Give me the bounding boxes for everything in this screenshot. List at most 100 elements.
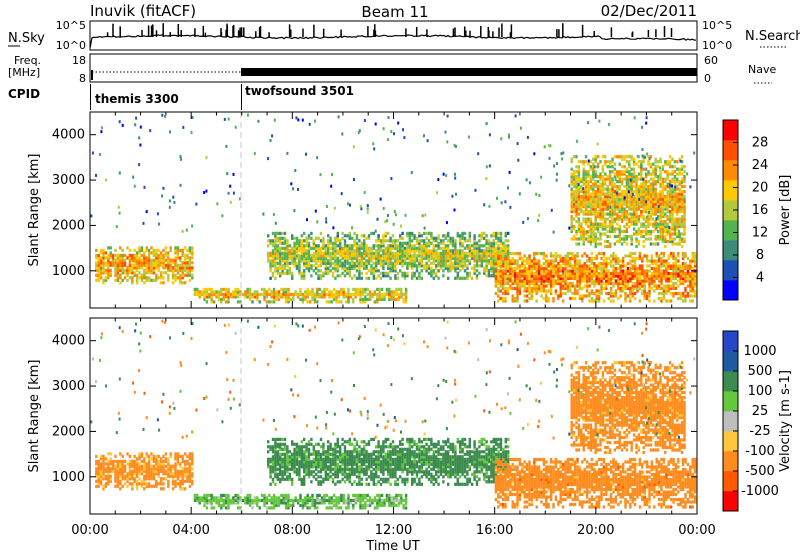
power-cell	[430, 269, 433, 273]
power-cell	[655, 266, 658, 271]
power-cell	[660, 251, 663, 256]
power-cell	[654, 165, 657, 169]
power-cell	[444, 266, 447, 270]
power-cell	[636, 286, 639, 291]
power-cell	[183, 281, 187, 285]
power-cell	[328, 295, 331, 299]
noise-tick-right-bottom: 10^0	[702, 39, 732, 52]
power-cell	[609, 274, 613, 278]
power-cell	[621, 269, 625, 273]
power-cell	[640, 229, 643, 234]
power-cell	[693, 294, 697, 298]
power-cell	[360, 256, 363, 260]
power-cell	[145, 246, 148, 250]
power-cell	[310, 246, 313, 250]
power-cell	[162, 266, 165, 270]
power-cell	[167, 266, 170, 270]
power-cell	[404, 295, 408, 299]
power-cell	[176, 271, 180, 275]
power-cell	[365, 236, 368, 240]
power-cell	[157, 268, 160, 272]
power-cell	[676, 210, 679, 214]
power-cell	[188, 271, 192, 275]
power-cell	[253, 152, 256, 156]
power-cell	[271, 261, 275, 265]
power-cell	[312, 239, 315, 243]
power-cell	[659, 215, 662, 219]
power-cell	[169, 248, 172, 252]
power-cell	[525, 289, 529, 293]
power-cell	[155, 278, 158, 282]
power-cell	[344, 300, 348, 304]
power-cell	[641, 274, 644, 278]
power-cell	[671, 187, 674, 191]
power-cell	[379, 276, 383, 280]
power-cell	[602, 254, 606, 258]
power-cell	[227, 287, 230, 291]
power-cell	[518, 284, 522, 288]
power-cell	[641, 279, 644, 283]
power-cell	[191, 248, 194, 252]
power-cell	[159, 261, 163, 265]
power-cell	[691, 271, 694, 276]
power-cell	[618, 170, 621, 174]
power-cell	[128, 268, 132, 272]
power-cell	[300, 239, 303, 243]
power-cell	[346, 259, 349, 263]
power-cell	[483, 259, 486, 263]
power-cell	[613, 167, 617, 171]
power-cell	[647, 172, 650, 176]
power-cell	[359, 297, 362, 301]
power-cell	[619, 259, 622, 263]
power-cell	[406, 266, 409, 270]
power-cell	[300, 254, 303, 258]
power-cell	[625, 227, 629, 231]
power-cell	[593, 299, 596, 303]
power-cell	[155, 276, 158, 280]
power-cell	[516, 291, 519, 296]
power-cell	[566, 256, 570, 261]
power-cell	[653, 271, 656, 276]
power-cell	[374, 122, 377, 126]
power-cell	[601, 200, 605, 204]
power-cell	[630, 202, 633, 206]
power-cell	[668, 217, 672, 221]
power-cell	[497, 294, 500, 298]
velocity-cell	[126, 477, 129, 481]
power-cell	[637, 195, 641, 199]
power-cell	[497, 269, 500, 273]
power-cell	[420, 269, 423, 273]
power-cell	[629, 289, 632, 293]
power-cell	[140, 246, 144, 250]
power-cell	[271, 249, 275, 253]
power-cell	[454, 276, 457, 280]
power-cell	[370, 251, 373, 255]
power-cell	[554, 264, 558, 268]
power-cell	[672, 266, 675, 271]
power-cell	[661, 207, 665, 211]
power-cell	[483, 251, 486, 255]
power-cell	[629, 261, 632, 266]
power-cell	[652, 190, 655, 194]
power-cell	[415, 269, 419, 273]
power-cell	[583, 274, 586, 278]
power-cell	[590, 266, 594, 271]
power-cell	[661, 197, 665, 201]
power-cell	[140, 258, 144, 262]
power-cell	[123, 276, 127, 280]
power-cell	[668, 239, 672, 244]
velocity-cell	[119, 474, 122, 478]
power-cell	[210, 297, 213, 301]
power-cell	[389, 276, 392, 280]
power-cell	[570, 157, 573, 161]
power-cell	[693, 251, 697, 256]
velocity-cell	[133, 454, 136, 458]
velocity-cell	[123, 464, 127, 468]
power-cell	[378, 290, 381, 294]
velocity-cell	[119, 487, 122, 491]
power-cell	[298, 259, 301, 263]
power-cell	[587, 172, 590, 176]
power-cell	[389, 249, 392, 253]
power-cell	[507, 249, 510, 253]
